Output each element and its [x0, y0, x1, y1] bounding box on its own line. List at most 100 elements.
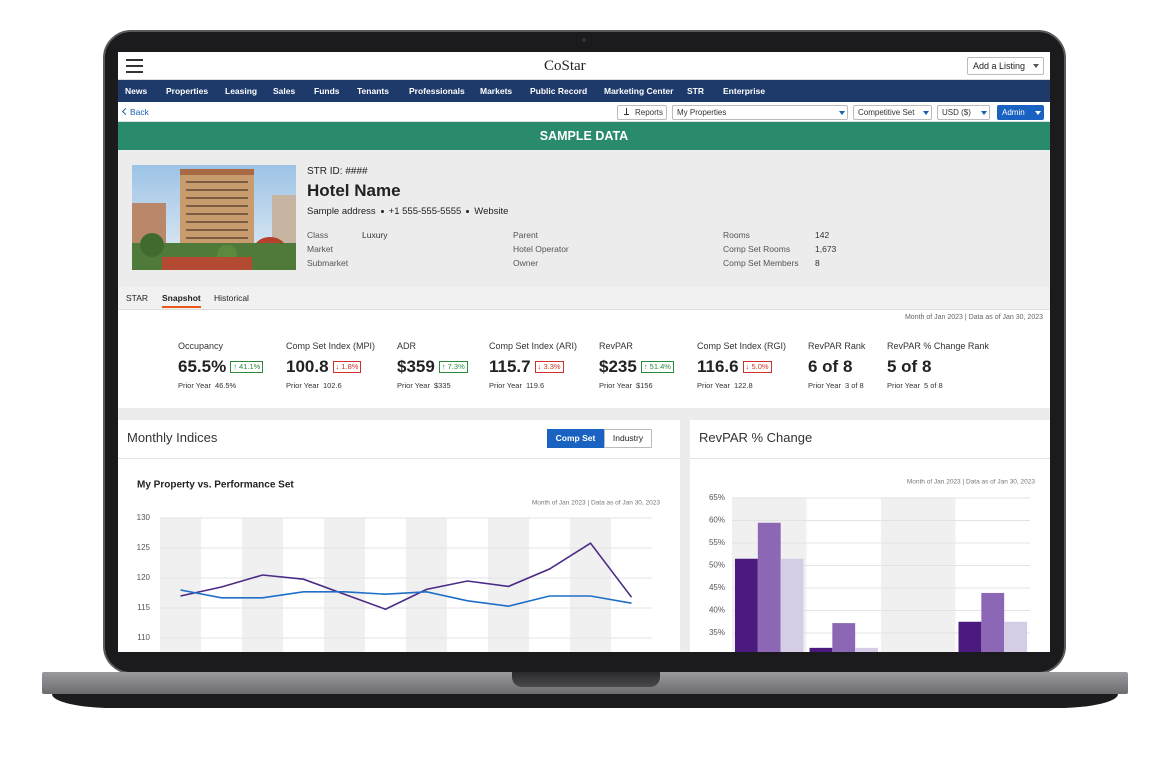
prior-label: Prior Year	[489, 381, 522, 390]
prior-value: 46.5%	[214, 381, 237, 390]
tab[interactable]: Snapshot	[162, 293, 201, 308]
detail-label: Comp Set Members	[723, 258, 799, 268]
kpi-value: 115.7	[489, 357, 531, 376]
nav-item[interactable]: Markets	[480, 86, 513, 96]
nav-item[interactable]: Tenants	[357, 86, 389, 96]
add-listing-button[interactable]: Add a Listing	[967, 57, 1044, 75]
bar	[757, 522, 781, 652]
detail-value: Luxury	[362, 230, 388, 240]
nav-item[interactable]: Leasing	[225, 86, 258, 96]
toggle-button[interactable]: Industry	[604, 429, 652, 448]
prior-value: 122.8	[733, 381, 753, 390]
detail-value: 142	[815, 230, 830, 240]
prior-label: Prior Year	[697, 381, 730, 390]
comp-set-select-label: Competitive Set	[858, 108, 915, 117]
kpi-value-row: $235 ↑ 51.4%	[599, 357, 674, 377]
dropdown-caret	[1035, 111, 1041, 115]
nav-item[interactable]: Funds	[314, 86, 340, 96]
nav-item[interactable]: Professionals	[409, 86, 465, 96]
dropdown-caret	[981, 111, 987, 115]
bar	[832, 623, 856, 652]
reports-button[interactable]: Reports	[617, 105, 667, 120]
kpi-label: RevPAR % Change Rank	[887, 341, 989, 351]
kpi-label: Comp Set Index (MPI)	[286, 341, 376, 351]
address-website: Website	[474, 206, 509, 217]
kpi-value: 65.5%	[178, 357, 227, 376]
hotel-name: Hotel Name	[307, 181, 401, 200]
bar	[958, 621, 982, 652]
nav-item[interactable]: News	[125, 86, 148, 96]
kpi-value: 6 of 8	[808, 357, 853, 376]
nav-item[interactable]: Properties	[166, 86, 209, 96]
nav-item[interactable]: Public Record	[530, 86, 588, 96]
bar	[1004, 621, 1027, 652]
header-bar	[118, 52, 1050, 80]
kpi-value: 5 of 8	[887, 357, 932, 376]
separator-dot	[380, 209, 384, 213]
kpi-prior: Prior Year 102.6	[286, 381, 342, 390]
bar	[735, 558, 758, 652]
panel-title: Monthly Indices	[127, 430, 218, 445]
download-arrow	[626, 108, 627, 114]
tab[interactable]: STAR	[126, 293, 149, 303]
y-tick-label: 110	[137, 633, 150, 642]
series-line	[180, 542, 633, 611]
nav-item[interactable]: STR	[687, 86, 704, 96]
reports-button-label: Reports	[635, 108, 664, 117]
prior-label: Prior Year	[397, 381, 430, 390]
y-tick-label: 50%	[709, 561, 725, 570]
user-menu-label: Admin	[1002, 108, 1025, 117]
kpi-change: ↑ 41.1%	[230, 361, 264, 373]
toggle-button[interactable]: Comp Set	[547, 429, 604, 448]
nav-bar	[118, 80, 1050, 102]
prior-value: 102.6	[322, 381, 342, 390]
nav-item[interactable]: Marketing Center	[604, 86, 674, 96]
separator-dot	[466, 209, 470, 213]
kpi-value-row: 5 of 8	[887, 357, 931, 377]
property-set-select[interactable]: My Properties	[672, 105, 848, 120]
currency-select[interactable]: USD ($)	[937, 105, 990, 120]
kpi-section	[118, 310, 1050, 408]
menu-button[interactable]	[126, 58, 143, 73]
prior-label: Prior Year	[599, 381, 632, 390]
menu-line	[126, 65, 143, 67]
kpi-prior: Prior Year 119.6	[489, 381, 544, 390]
nav-item[interactable]: Enterprise	[723, 86, 766, 96]
detail-label: Class	[307, 230, 329, 240]
detail-label: Comp Set Rooms	[723, 244, 791, 254]
kpi-prior: Prior Year 5 of 8	[887, 381, 943, 390]
kpi-prior: Prior Year 46.5%	[178, 381, 236, 390]
tab[interactable]: Historical	[214, 293, 249, 303]
brand-name: CoStar	[544, 58, 586, 74]
laptop-notch	[512, 672, 660, 687]
prior-value: 119.6	[525, 381, 545, 390]
panel-title: RevPAR % Change	[699, 430, 813, 445]
laptop-lip	[52, 694, 1118, 708]
address-phone: +1 555-555-5555	[388, 206, 462, 217]
chart-note: Month of Jan 2023 | Data as of Jan 30, 2…	[907, 479, 1036, 486]
nav-item[interactable]: Sales	[273, 86, 296, 96]
y-tick-label: 120	[137, 573, 151, 582]
chart-title: My Property vs. Performance Set	[137, 480, 294, 491]
prior-label: Prior Year	[178, 381, 211, 390]
kpi-prior: Prior Year 122.8	[697, 381, 753, 390]
user-menu[interactable]: Admin	[997, 105, 1044, 120]
back-link[interactable]: Back	[121, 105, 149, 119]
currency-select-label: USD ($)	[942, 108, 971, 117]
detail-value: 1,673	[815, 244, 837, 254]
kpi-prior: Prior Year $156	[599, 381, 653, 390]
kpi-value-row: 100.8 ↓ 1.8%	[286, 357, 362, 377]
address-address: Sample address	[307, 206, 376, 217]
kpi-change: ↓ 5.0%	[742, 361, 772, 373]
kpi-change: ↑ 51.4%	[640, 361, 674, 373]
screen: CoStar Add a Listing News Properties Leasing…	[118, 52, 1050, 652]
kpi-value-row: 116.6 ↓ 5.0%	[697, 357, 772, 377]
bar	[981, 592, 1005, 652]
plot-stripe	[881, 498, 956, 652]
kpi-label: RevPAR Rank	[808, 341, 866, 351]
plot-stripe	[406, 518, 447, 652]
y-tick-label: 130	[137, 513, 151, 522]
dropdown-caret	[1033, 64, 1039, 68]
comp-set-select[interactable]: Competitive Set	[853, 105, 932, 120]
